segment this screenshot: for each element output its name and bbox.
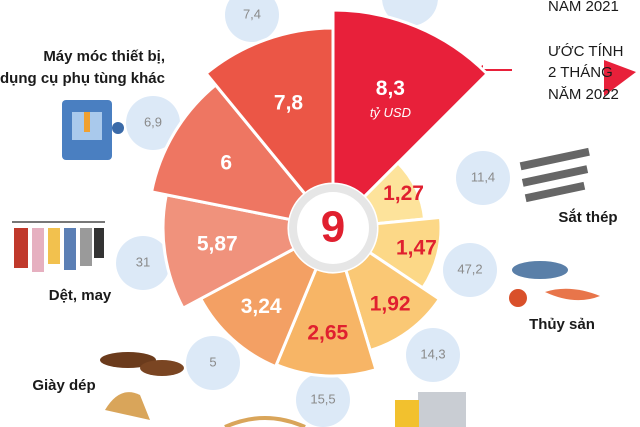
fish-icon — [512, 261, 568, 279]
shoe-icon — [140, 360, 184, 376]
segment-label: 1,27 — [383, 182, 424, 205]
segment-label: 1,92 — [370, 293, 411, 316]
category-label: Sắt thép — [558, 208, 617, 226]
bubble — [225, 0, 279, 42]
category-label: Dệt, may — [49, 287, 112, 304]
segment-label: 6 — [220, 152, 232, 175]
bubble-label: 6,9 — [144, 114, 162, 129]
segment-label: 5,87 — [197, 233, 238, 256]
crab-icon — [509, 289, 527, 307]
shrimp-icon — [545, 288, 600, 301]
basket-icon — [224, 416, 306, 427]
truck-icon — [418, 392, 466, 427]
legend-current: ƯỚC TÍNH — [548, 43, 623, 60]
bubble — [116, 236, 170, 290]
machine-icon — [84, 112, 90, 132]
bubble — [406, 328, 460, 382]
decor — [12, 60, 636, 427]
bubble — [456, 151, 510, 205]
cloth-icon — [48, 228, 60, 264]
segment-unit: tỷ USD — [370, 105, 411, 120]
segment-label: 7,8 — [274, 91, 304, 114]
segment-label: 1,47 — [396, 236, 437, 259]
category-label: Thủy sản — [529, 316, 595, 333]
radial-chart: 7,4 6,9 31 5 15,5 14,3 47,2 11,4 8,3 tỷ USD 1,27 1,… — [116, 0, 510, 427]
legend-marker — [604, 60, 636, 96]
cloth-icon — [94, 228, 104, 258]
truck-icon — [395, 400, 419, 427]
cloth-icon — [64, 228, 76, 270]
segment-label: 3,24 — [241, 295, 282, 318]
category-label: Giày dép — [32, 377, 95, 394]
shoe-icon — [105, 392, 150, 420]
category-label: dụng cụ phụ tùng khác — [0, 70, 165, 87]
bubble-label: 15,5 — [310, 391, 335, 406]
center-disc — [297, 192, 369, 264]
machine-icon — [112, 122, 124, 134]
cloth-icon — [14, 228, 28, 268]
bubble-label: 14,3 — [420, 346, 445, 361]
center-label: 9 — [321, 203, 345, 252]
segment-label: 2,65 — [307, 321, 348, 344]
bubble — [296, 373, 350, 427]
segment-label: 8,3 — [376, 77, 405, 100]
bubble — [443, 243, 497, 297]
bubble — [126, 96, 180, 150]
bubble-label: 31 — [136, 254, 150, 269]
shoe-icon — [100, 352, 156, 368]
legend-previous: NĂM 2021 — [548, 0, 619, 15]
bubble-label: 11,4 — [471, 169, 495, 184]
bubble-label: 7,4 — [243, 6, 261, 21]
cloth-icon — [32, 228, 44, 272]
steel-icon — [519, 147, 590, 203]
bubble — [186, 336, 240, 390]
category-label: Máy móc thiết bị, — [43, 48, 165, 65]
bubble-label: 5 — [209, 354, 216, 369]
legend-current: NĂM 2022 — [548, 86, 619, 103]
cloth-icon — [80, 228, 92, 266]
bubble-label: 47,2 — [457, 261, 482, 276]
legend-current: 2 THÁNG — [548, 64, 613, 81]
